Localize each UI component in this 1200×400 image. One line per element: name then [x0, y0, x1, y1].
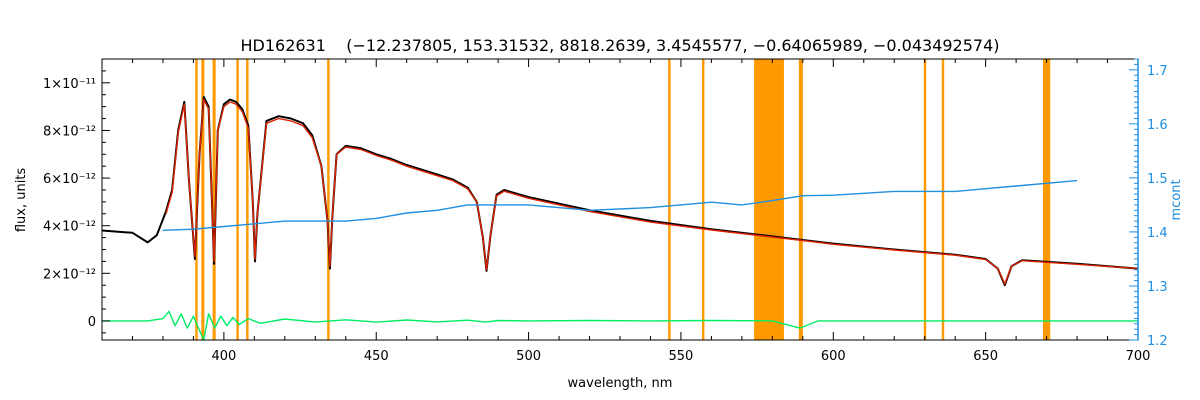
series-line-1	[165, 98, 1139, 285]
x-tick-label: 400	[211, 349, 236, 364]
series-line-0	[101, 96, 1139, 287]
y2-tick-label: 1.5	[1147, 172, 1168, 187]
y2-tick-label: 1.6	[1147, 118, 1168, 133]
x-tick-label: 650	[973, 349, 998, 364]
series-layer	[101, 96, 1139, 341]
masked-region-5	[327, 59, 330, 340]
x-tick-label: 500	[516, 349, 541, 364]
masked-region-2	[212, 59, 216, 340]
y-tick-label: 2×10⁻¹²	[43, 267, 96, 282]
y-tick-label: 1×10⁻¹¹	[43, 77, 96, 92]
masked-region-4	[246, 59, 249, 340]
masked-region-12	[1042, 59, 1051, 340]
masked-region-11	[941, 59, 945, 340]
masked-region-1	[201, 59, 205, 340]
series-line-2	[102, 310, 1138, 341]
y2-tick-label: 1.3	[1147, 280, 1168, 295]
y-axis-label: flux, units	[14, 168, 29, 233]
x-tick-label: 450	[364, 349, 389, 364]
chart-title: HD162631 (−12.237805, 153.31532, 8818.26…	[240, 36, 999, 55]
series-line-3	[162, 179, 1078, 231]
x-axis-label: wavelength, nm	[568, 376, 673, 391]
y-tick-label: 6×10⁻¹²	[43, 172, 96, 187]
y2-axis: 1.2 1.3 1.4 1.5 1.6 1.7	[1129, 58, 1168, 349]
x-tick-label: 550	[669, 349, 694, 364]
masked-region-6	[668, 59, 671, 340]
masked-region-3	[236, 59, 239, 340]
plot-frame	[101, 58, 1139, 341]
y-axis: 0 2×10⁻¹² 4×10⁻¹² 6×10⁻¹² 8×10⁻¹² 1×10⁻¹¹	[43, 58, 110, 334]
x-tick-label: 600	[821, 349, 846, 364]
x-axis: 400 450 500 550 600 650 700	[101, 59, 1151, 364]
masked-region-9	[798, 59, 803, 340]
masked-region-0	[195, 59, 198, 340]
y2-tick-label: 1.4	[1147, 226, 1168, 241]
x-tick-label: 700	[1126, 349, 1151, 364]
y2-tick-label: 1.7	[1147, 64, 1168, 79]
masked-region-7	[701, 59, 705, 340]
y-tick-label: 4×10⁻¹²	[43, 220, 96, 235]
masked-regions	[195, 59, 1051, 340]
y2-axis-label: mcont	[1169, 179, 1184, 220]
y-tick-label: 0	[88, 315, 96, 330]
y-tick-label: 8×10⁻¹²	[43, 124, 96, 139]
y2-tick-label: 1.2	[1147, 334, 1168, 349]
masked-region-10	[923, 59, 927, 340]
